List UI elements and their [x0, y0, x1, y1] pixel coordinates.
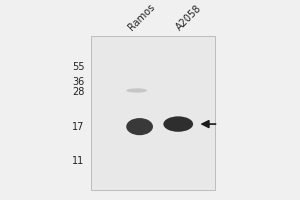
Text: 55: 55 [72, 62, 85, 72]
Text: Ramos: Ramos [126, 2, 157, 32]
Bar [91, 36, 215, 190]
Text: 17: 17 [72, 122, 85, 132]
Text: 28: 28 [72, 87, 85, 97]
Text: 36: 36 [72, 77, 85, 87]
Ellipse shape [164, 116, 193, 132]
Text: A2058: A2058 [174, 3, 203, 32]
Text: 11: 11 [72, 156, 85, 166]
Ellipse shape [126, 88, 147, 93]
Ellipse shape [126, 118, 153, 135]
